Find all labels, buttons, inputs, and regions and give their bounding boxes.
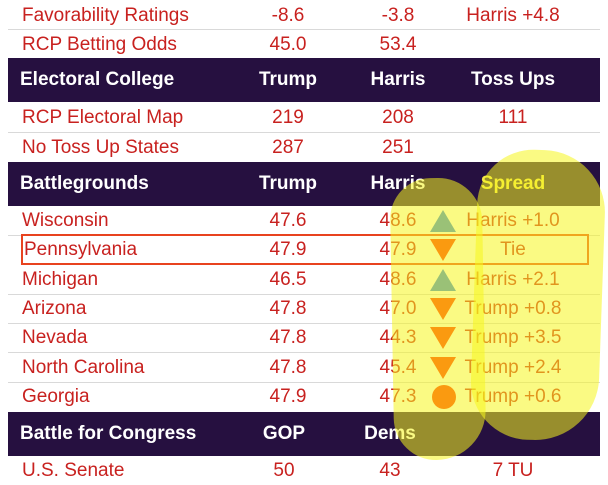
spread-value: Trump +0.6 [464, 386, 562, 407]
trump-value: 47.8 [269, 357, 307, 378]
divider [8, 382, 600, 383]
congress-header: Battle for Congress GOP Dems [8, 412, 600, 456]
state-name: Arizona [22, 298, 87, 319]
spread-value: Tie [500, 239, 526, 260]
trump-value: 219 [272, 107, 304, 128]
divider [8, 294, 600, 295]
state-name: Nevada [22, 327, 88, 348]
section-title: Battlegrounds [20, 173, 149, 194]
spread-value: Harris +4.8 [466, 5, 560, 26]
state-name: Wisconsin [22, 210, 109, 231]
divider [8, 323, 600, 324]
favorability-row[interactable]: Favorability Ratings -8.6 -3.8 Harris +4… [8, 1, 600, 30]
harris-value: 251 [382, 137, 414, 158]
column-header-trump: Trump [258, 69, 318, 90]
trump-value: 47.6 [269, 210, 307, 231]
divider [8, 132, 600, 133]
trump-value: 46.5 [269, 269, 307, 290]
trump-value: 47.8 [269, 327, 307, 348]
column-header-gop: GOP [262, 423, 306, 444]
battlegrounds-header: Battlegrounds Trump Harris Spread [8, 162, 600, 206]
column-header-dems: Dems [364, 423, 416, 444]
divider [8, 235, 600, 236]
state-name: Pennsylvania [24, 239, 138, 260]
column-header-harris: Harris [370, 69, 426, 90]
state-name: Georgia [22, 386, 90, 407]
row-label: Favorability Ratings [22, 5, 189, 26]
trump-value: 47.8 [269, 298, 307, 319]
state-name: North Carolina [22, 357, 145, 378]
trump-value: 287 [272, 137, 304, 158]
column-header-toss-ups: Toss Ups [470, 69, 556, 90]
column-header-spread: Spread [480, 173, 546, 194]
row-label: RCP Electoral Map [22, 107, 184, 128]
electoral-row[interactable]: RCP Electoral Map 219 208 111 [8, 103, 600, 132]
section-title: Battle for Congress [20, 423, 197, 444]
spread-value: Harris +1.0 [466, 210, 560, 231]
battleground-row-arizona[interactable]: Arizona 47.8 47.0 Trump +0.8 [8, 294, 600, 323]
electoral-college-header: Electoral College Trump Harris Toss Ups [8, 58, 600, 102]
polling-table: Favorability Ratings -8.6 -3.8 Harris +4… [8, 0, 600, 481]
state-name: Michigan [22, 269, 99, 290]
battleground-row-michigan[interactable]: Michigan 46.5 48.6 Harris +2.1 [8, 265, 600, 294]
battleground-row-georgia[interactable]: Georgia 47.9 47.3 Trump +0.6 [8, 382, 600, 411]
spread-value: Harris +2.1 [466, 269, 560, 290]
trump-value: 45.0 [269, 34, 307, 55]
spread-value: Trump +3.5 [464, 327, 562, 348]
toss-ups-value: 111 [498, 107, 528, 128]
battleground-row-pennsylvania[interactable]: Pennsylvania 47.9 47.9 Tie [21, 234, 589, 265]
divider [8, 352, 600, 353]
harris-value: 208 [382, 107, 414, 128]
divider [8, 29, 600, 30]
electoral-row[interactable]: No Toss Up States 287 251 [8, 133, 600, 162]
trump-value: 47.9 [269, 386, 307, 407]
section-title: Electoral College [20, 69, 175, 90]
other-value: 7 TU [492, 460, 534, 481]
battleground-row-wisconsin[interactable]: Wisconsin 47.6 48.6 Harris +1.0 [8, 206, 600, 235]
betting-odds-row[interactable]: RCP Betting Odds 45.0 53.4 [8, 30, 600, 59]
harris-value: -3.8 [381, 5, 415, 26]
trump-value: 47.9 [269, 239, 307, 260]
spread-value: Trump +2.4 [464, 357, 562, 378]
row-label: RCP Betting Odds [22, 34, 177, 55]
row-label: U.S. Senate [22, 460, 125, 481]
trump-value: -8.6 [271, 5, 305, 26]
battleground-row-nevada[interactable]: Nevada 47.8 44.3 Trump +3.5 [8, 323, 600, 352]
senate-row[interactable]: U.S. Senate 50 43 7 TU [8, 456, 600, 485]
column-header-trump: Trump [258, 173, 318, 194]
harris-value: 53.4 [379, 34, 417, 55]
battleground-row-north-carolina[interactable]: North Carolina 47.8 45.4 Trump +2.4 [8, 353, 600, 382]
spread-value: Trump +0.8 [464, 298, 562, 319]
row-label: No Toss Up States [22, 137, 180, 158]
